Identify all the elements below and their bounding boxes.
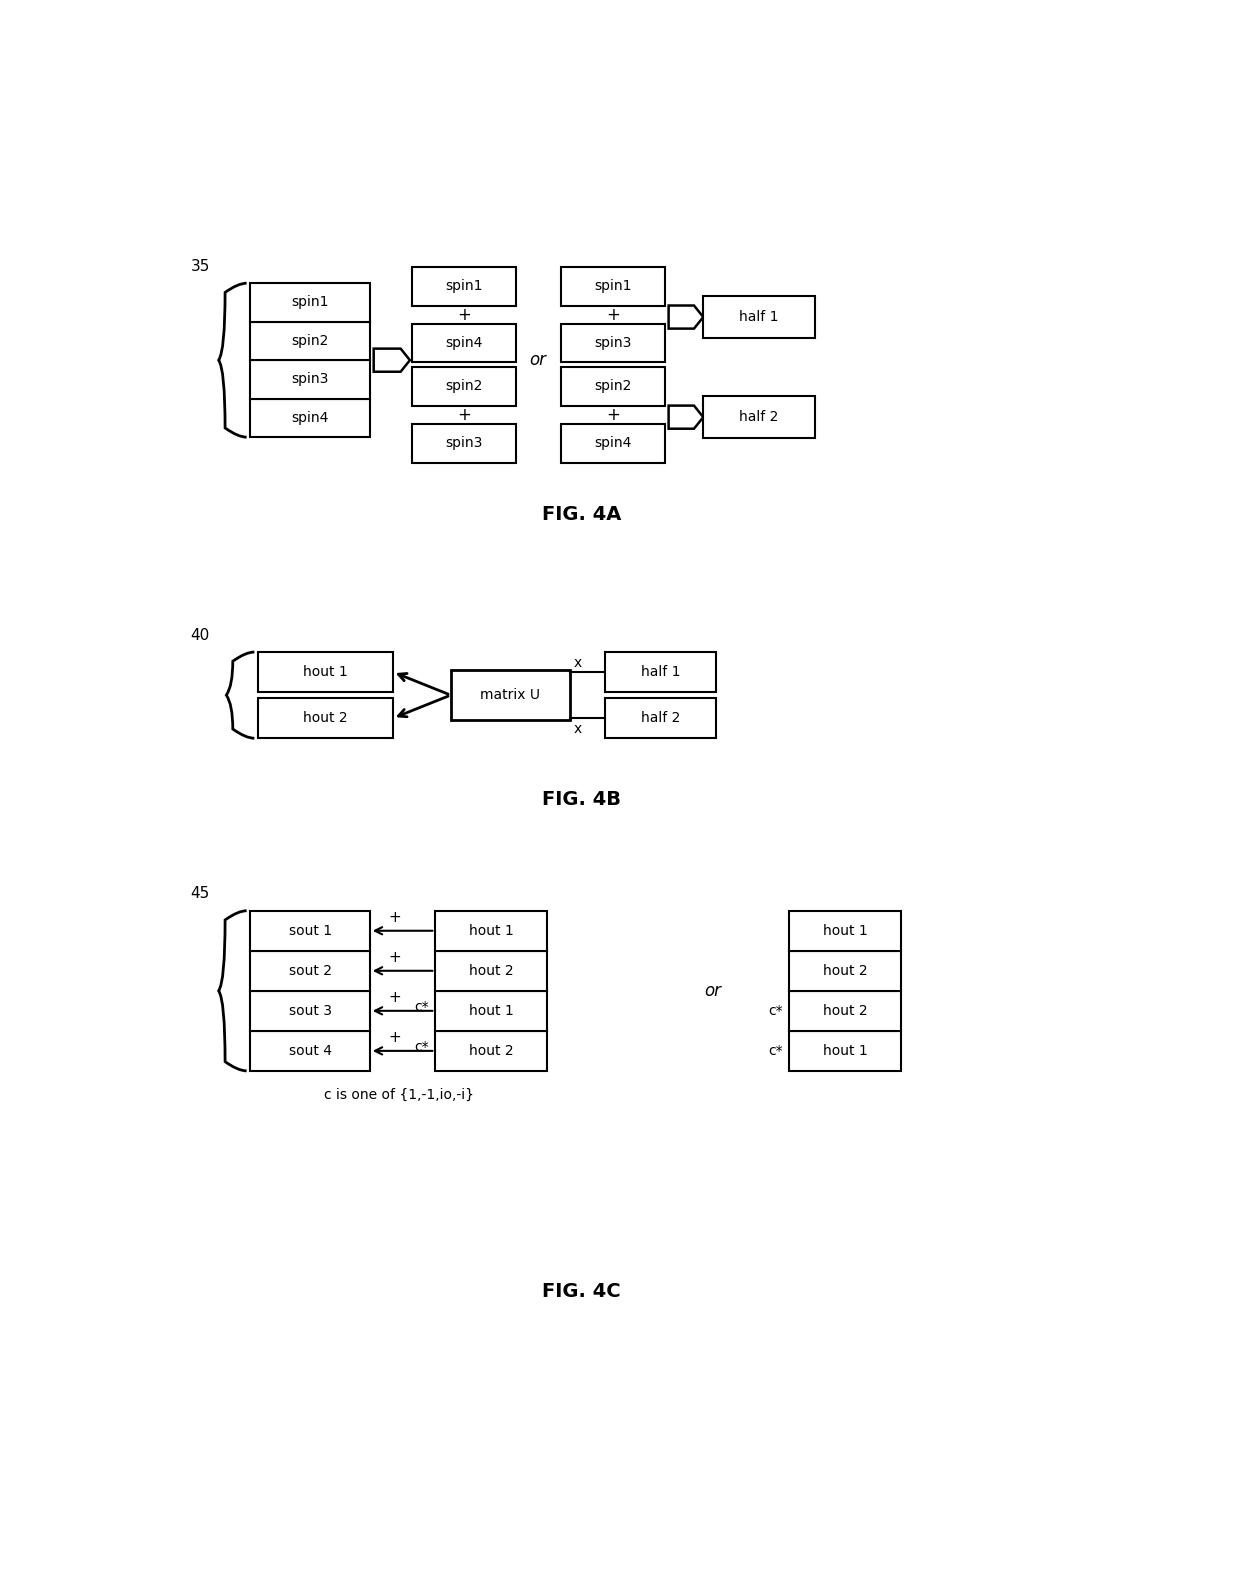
- FancyBboxPatch shape: [412, 424, 516, 462]
- FancyBboxPatch shape: [703, 396, 815, 438]
- FancyBboxPatch shape: [560, 424, 665, 462]
- Text: hout 2: hout 2: [304, 711, 348, 725]
- FancyBboxPatch shape: [250, 1031, 370, 1071]
- Text: +: +: [606, 306, 620, 323]
- Text: 40: 40: [191, 628, 210, 643]
- Text: half 1: half 1: [739, 311, 779, 323]
- Text: hout 1: hout 1: [823, 924, 868, 938]
- Text: spin3: spin3: [291, 372, 329, 386]
- Text: FIG. 4C: FIG. 4C: [542, 1282, 621, 1301]
- FancyBboxPatch shape: [605, 651, 717, 692]
- Text: sout 4: sout 4: [289, 1044, 331, 1058]
- Text: 45: 45: [191, 886, 210, 902]
- FancyBboxPatch shape: [560, 267, 665, 306]
- Polygon shape: [373, 349, 410, 372]
- Text: sout 3: sout 3: [289, 1005, 331, 1017]
- FancyBboxPatch shape: [258, 651, 393, 692]
- FancyBboxPatch shape: [605, 699, 717, 738]
- Text: +: +: [606, 405, 620, 424]
- Text: spin1: spin1: [445, 279, 482, 293]
- Text: hout 2: hout 2: [823, 964, 868, 978]
- Text: spin2: spin2: [594, 380, 631, 393]
- FancyBboxPatch shape: [790, 951, 901, 990]
- Text: or: or: [704, 982, 720, 1000]
- FancyBboxPatch shape: [560, 367, 665, 405]
- Text: +: +: [388, 910, 402, 926]
- FancyBboxPatch shape: [250, 912, 370, 951]
- FancyBboxPatch shape: [250, 990, 370, 1031]
- Text: spin1: spin1: [291, 295, 329, 309]
- FancyBboxPatch shape: [790, 1031, 901, 1071]
- Text: +: +: [388, 990, 402, 1006]
- Text: spin2: spin2: [445, 380, 482, 393]
- Text: spin4: spin4: [445, 336, 482, 350]
- FancyBboxPatch shape: [790, 990, 901, 1031]
- FancyBboxPatch shape: [250, 951, 370, 990]
- Text: spin4: spin4: [291, 412, 329, 424]
- Text: spin4: spin4: [594, 437, 631, 451]
- Text: hout 1: hout 1: [304, 665, 348, 680]
- FancyBboxPatch shape: [560, 323, 665, 363]
- FancyBboxPatch shape: [435, 951, 547, 990]
- FancyBboxPatch shape: [412, 323, 516, 363]
- FancyBboxPatch shape: [450, 670, 570, 721]
- FancyBboxPatch shape: [250, 360, 370, 399]
- Text: hout 2: hout 2: [469, 964, 513, 978]
- Text: c*: c*: [769, 1044, 784, 1058]
- Text: hout 2: hout 2: [823, 1005, 868, 1017]
- Text: spin2: spin2: [291, 334, 329, 349]
- FancyBboxPatch shape: [258, 699, 393, 738]
- FancyBboxPatch shape: [703, 296, 815, 337]
- FancyBboxPatch shape: [412, 367, 516, 405]
- Text: half 2: half 2: [641, 711, 681, 725]
- Text: +: +: [458, 306, 471, 323]
- Text: x: x: [573, 722, 582, 736]
- Text: sout 1: sout 1: [289, 924, 332, 938]
- Text: c*: c*: [414, 1039, 429, 1053]
- FancyBboxPatch shape: [435, 1031, 547, 1071]
- Text: FIG. 4B: FIG. 4B: [542, 790, 621, 809]
- Text: +: +: [458, 405, 471, 424]
- Text: hout 1: hout 1: [823, 1044, 868, 1058]
- FancyBboxPatch shape: [790, 912, 901, 951]
- Text: +: +: [388, 951, 402, 965]
- FancyBboxPatch shape: [435, 990, 547, 1031]
- Text: hout 2: hout 2: [469, 1044, 513, 1058]
- Text: c*: c*: [769, 1005, 784, 1017]
- Text: sout 2: sout 2: [289, 964, 331, 978]
- Text: c is one of {1,-1,io,-i}: c is one of {1,-1,io,-i}: [324, 1088, 474, 1102]
- FancyBboxPatch shape: [250, 399, 370, 437]
- Text: or: or: [529, 352, 546, 369]
- Text: x: x: [573, 656, 582, 670]
- FancyBboxPatch shape: [435, 912, 547, 951]
- Text: 35: 35: [191, 259, 210, 274]
- Text: matrix U: matrix U: [480, 688, 541, 702]
- FancyBboxPatch shape: [250, 284, 370, 322]
- Text: hout 1: hout 1: [469, 924, 513, 938]
- Text: spin3: spin3: [594, 336, 631, 350]
- Text: half 1: half 1: [641, 665, 681, 680]
- Text: spin1: spin1: [594, 279, 631, 293]
- Text: hout 1: hout 1: [469, 1005, 513, 1017]
- FancyBboxPatch shape: [412, 267, 516, 306]
- FancyBboxPatch shape: [250, 322, 370, 360]
- Text: +: +: [388, 1030, 402, 1046]
- Text: half 2: half 2: [739, 410, 779, 424]
- Text: c*: c*: [414, 1000, 429, 1014]
- Text: spin3: spin3: [445, 437, 482, 451]
- Polygon shape: [668, 306, 703, 328]
- Text: FIG. 4A: FIG. 4A: [542, 505, 621, 524]
- Polygon shape: [668, 405, 703, 429]
